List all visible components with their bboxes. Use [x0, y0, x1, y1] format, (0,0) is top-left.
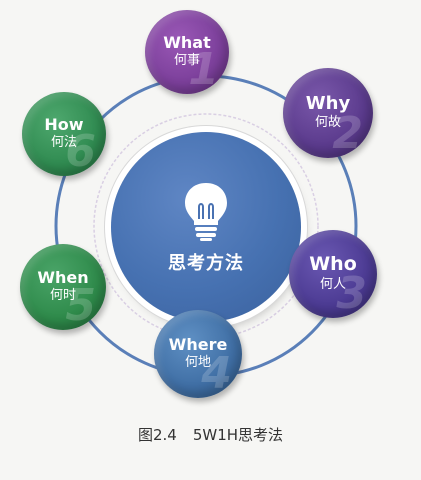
node-label-zh: 何事	[173, 53, 200, 69]
node-number: 1	[188, 44, 219, 95]
center-circle: 思考方法	[111, 132, 301, 322]
node-number: 4	[201, 348, 232, 399]
node-label-zh: 何法	[50, 135, 77, 151]
node-label-en: What	[163, 32, 211, 52]
figure-title: 5W1H思考法	[192, 426, 284, 444]
figure-caption: 图2.4 5W1H思考法	[0, 424, 421, 445]
node-label-zh: 何地	[184, 355, 211, 371]
node-label-zh: 何时	[49, 288, 76, 304]
node-when: 5 When 何时	[20, 244, 106, 330]
node-label-en: Why	[305, 92, 351, 114]
node-where: 4 Where 何地	[154, 310, 242, 398]
center-title: 思考方法	[168, 253, 244, 274]
node-label-en: How	[44, 114, 84, 134]
node-label-en: When	[37, 267, 89, 287]
node-why: 2 Why 何故	[283, 68, 373, 158]
node-label-en: Where	[168, 334, 228, 354]
node-number: 3	[336, 268, 367, 319]
node-label-en: Who	[309, 253, 357, 276]
node-how: 6 How 何法	[22, 92, 106, 176]
node-who: 3 Who 何人	[289, 230, 377, 318]
node-label-zh: 何故	[314, 115, 341, 131]
node-number: 6	[65, 126, 96, 177]
node-what: 1 What 何事	[145, 10, 229, 94]
node-number: 5	[65, 280, 96, 331]
figure-number: 图2.4	[137, 426, 177, 444]
node-number: 2	[332, 108, 363, 159]
node-label-zh: 何人	[319, 277, 346, 292]
lightbulb-icon	[185, 183, 227, 241]
